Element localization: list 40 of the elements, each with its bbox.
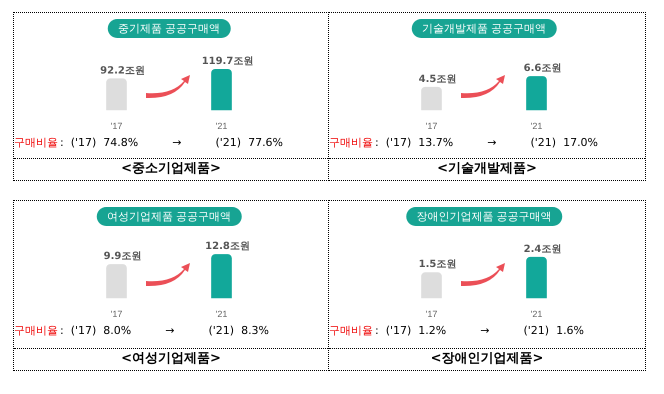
data-label: 1.5조원 bbox=[418, 259, 456, 270]
text: : ('17) 13.7% bbox=[375, 136, 454, 149]
text: ('21) 8.3% bbox=[208, 324, 270, 337]
x-tick-label: '17 bbox=[426, 309, 438, 320]
text: ('21) 1.6% bbox=[523, 324, 584, 337]
data-label: 12.8조원 bbox=[205, 241, 250, 252]
data-label: 4.5조원 bbox=[418, 74, 456, 85]
chart-title: 기술개발제품 공공구매액 bbox=[412, 19, 556, 38]
text: → bbox=[165, 324, 174, 337]
x-tick-label: '21 bbox=[216, 121, 228, 132]
text: <장애인기업제품> bbox=[329, 348, 645, 370]
text: → bbox=[172, 136, 182, 149]
x-tick-label: '21 bbox=[216, 309, 228, 320]
text: : ('17) 1.2% bbox=[375, 324, 446, 337]
text: <여성기업제품> bbox=[14, 348, 328, 370]
data-label: 119.7조원 bbox=[202, 56, 254, 67]
text: 구매비율 bbox=[14, 135, 58, 150]
x-tick-label: '21 bbox=[530, 309, 542, 320]
text: : ('17) 74.8% bbox=[60, 136, 138, 149]
data-label: 9.9조원 bbox=[104, 251, 142, 262]
text: ('21) 17.0% bbox=[530, 136, 598, 149]
chart-title: 장애인기업제품 공공구매액 bbox=[406, 207, 562, 226]
text: 구매비율 bbox=[14, 323, 58, 338]
x-tick-label: '17 bbox=[110, 309, 122, 320]
text: → bbox=[480, 324, 490, 337]
text: <기술개발제품> bbox=[329, 158, 645, 180]
text: : ('17) 8.0% bbox=[60, 324, 132, 337]
data-label: 6.6조원 bbox=[524, 63, 562, 74]
text: 구매비율 bbox=[329, 323, 373, 338]
data-label: 92.2조원 bbox=[100, 65, 145, 76]
x-tick-label: '17 bbox=[110, 121, 122, 132]
chart-title: 여성기업제품 공공구매액 bbox=[96, 207, 242, 226]
text: → bbox=[487, 136, 496, 149]
x-tick-label: '17 bbox=[426, 121, 438, 132]
text: <중소기업제품> bbox=[14, 158, 328, 180]
data-label: 2.4조원 bbox=[524, 244, 562, 255]
text: 구매비율 bbox=[329, 135, 373, 150]
x-tick-label: '21 bbox=[530, 121, 542, 132]
chart-title: 중기제품 공공구매액 bbox=[108, 19, 230, 38]
text: ('21) 77.6% bbox=[215, 136, 284, 149]
